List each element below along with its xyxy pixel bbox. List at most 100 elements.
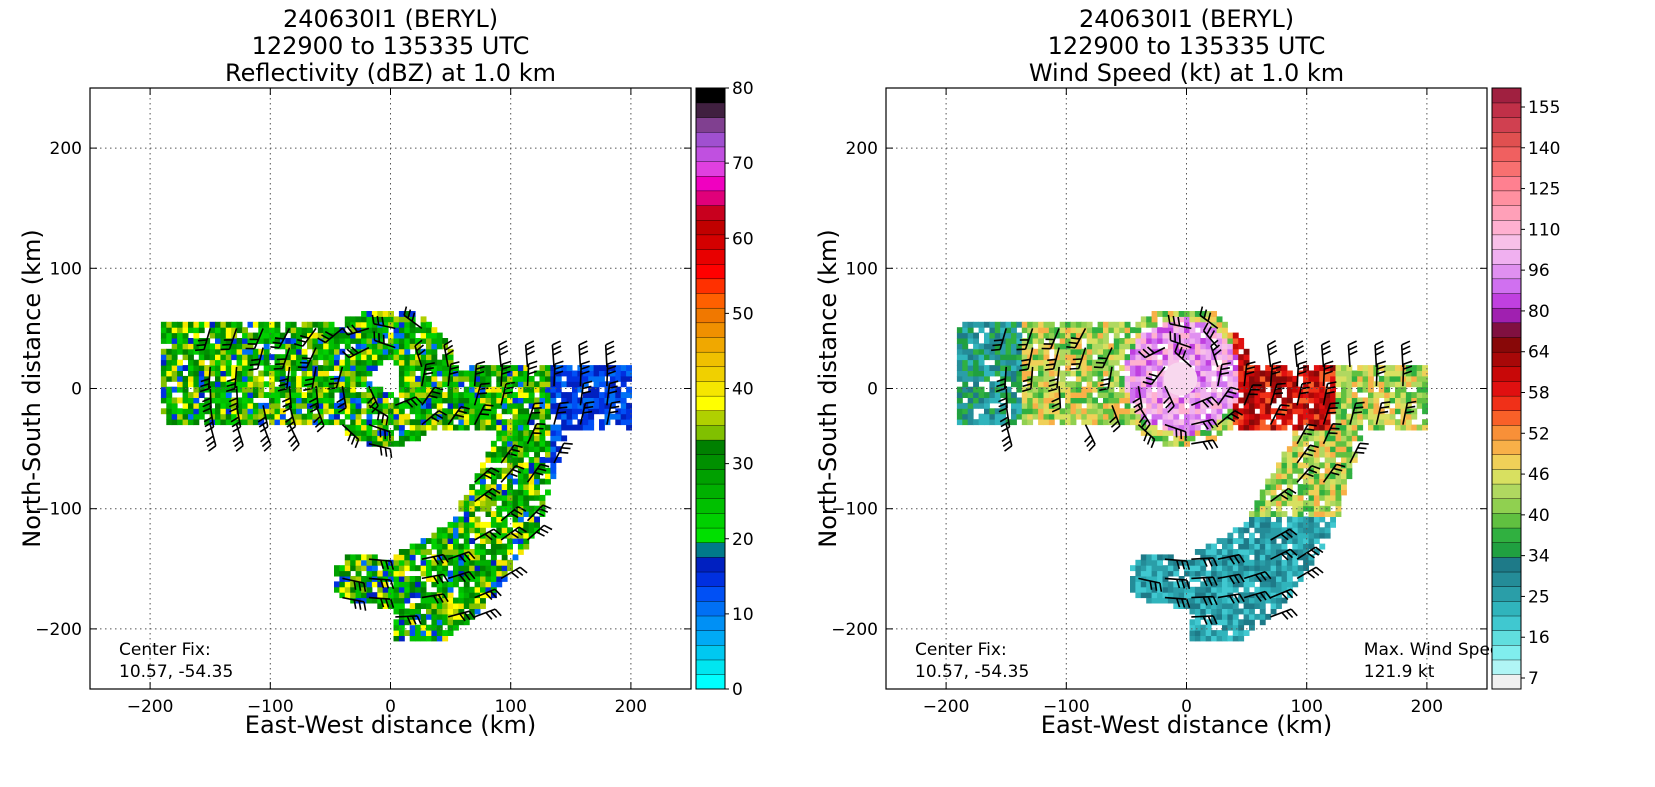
radar-cell — [1173, 354, 1180, 361]
radar-cell — [1265, 538, 1272, 544]
radar-cell — [1308, 392, 1315, 398]
radar-cell — [247, 381, 254, 388]
radar-cell — [1254, 402, 1261, 409]
radar-cell — [1032, 408, 1039, 415]
radar-cell — [507, 462, 513, 469]
radar-cell — [1205, 435, 1212, 442]
radar-cell — [1378, 381, 1385, 388]
radar-cell — [1157, 327, 1163, 334]
radar-cell — [1324, 424, 1331, 431]
radar-cell — [188, 370, 194, 377]
radar-cell — [1130, 586, 1136, 593]
radar-cell — [626, 402, 632, 409]
radar-cell — [626, 370, 632, 377]
radar-cell — [599, 408, 605, 415]
radar-cell — [215, 397, 221, 404]
radar-cell — [1211, 348, 1217, 355]
radar-cell — [1043, 375, 1050, 382]
radar-cell — [1124, 338, 1131, 344]
radar-cell — [1146, 559, 1153, 566]
radar-cell — [1281, 532, 1288, 539]
radar-cell — [160, 359, 167, 366]
radar-cell — [350, 408, 357, 415]
radar-cell — [1027, 408, 1034, 415]
radar-cell — [1222, 381, 1228, 388]
radar-cell — [1140, 397, 1147, 404]
colorbar-tick-label: 0 — [732, 680, 743, 700]
radar-cell — [956, 413, 963, 420]
radar-cell — [1130, 413, 1136, 420]
radar-cell — [463, 565, 470, 572]
radar-cell — [962, 375, 969, 382]
radar-cell — [626, 386, 632, 393]
radar-cell — [1189, 565, 1196, 572]
radar-cell — [1378, 386, 1385, 393]
radar-cell — [1368, 375, 1374, 382]
radar-cell — [1162, 386, 1169, 393]
radar-cell — [285, 381, 292, 388]
radar-cell — [1313, 457, 1320, 463]
radar-cell — [490, 397, 497, 404]
radar-cell — [490, 489, 497, 496]
radar-cell — [480, 375, 486, 382]
radar-cell — [1405, 370, 1412, 377]
radar-cell — [1043, 365, 1050, 371]
radar-cell — [1000, 370, 1007, 377]
radar-cell — [501, 576, 508, 582]
radar-cell — [1108, 413, 1115, 420]
radar-cell — [1211, 592, 1217, 599]
radar-cell — [344, 554, 351, 561]
radar-cell — [1194, 381, 1201, 388]
radar-cell — [1270, 527, 1277, 534]
radar-cell — [436, 613, 443, 620]
radar-cell — [1232, 365, 1239, 371]
radar-cell — [398, 635, 405, 642]
x-tick-label: −200 — [127, 697, 174, 717]
radar-cell — [1341, 473, 1347, 480]
radar-cell — [1227, 343, 1234, 350]
radar-cell — [1130, 581, 1136, 588]
radar-cell — [474, 386, 481, 393]
radar-cell — [355, 332, 362, 339]
radar-cell — [193, 381, 200, 388]
radar-cell — [490, 484, 497, 490]
radar-cell — [507, 424, 513, 431]
radar-cell — [978, 321, 985, 328]
radar-cell — [1297, 408, 1304, 415]
radar-cell — [490, 370, 497, 377]
radar-cell — [377, 316, 384, 323]
radar-cell — [1297, 538, 1304, 544]
radar-cell — [160, 365, 167, 371]
radar-cell — [426, 592, 432, 599]
radar-cell — [1043, 359, 1050, 366]
radar-cell — [1254, 597, 1261, 604]
wind-barb — [1164, 423, 1187, 441]
radar-cell — [431, 402, 438, 409]
colorbar-tick-label: 64 — [1528, 343, 1550, 363]
radar-cell — [1097, 375, 1104, 382]
radar-cell — [1211, 392, 1217, 398]
radar-cell — [1276, 554, 1282, 561]
radar-cell — [177, 343, 183, 350]
radar-cell — [1097, 321, 1104, 328]
radar-cell — [269, 397, 275, 404]
radar-cell — [1097, 348, 1104, 355]
radar-cell — [973, 332, 979, 339]
radar-cell — [350, 424, 357, 431]
wind-barb — [473, 404, 494, 425]
eye — [1163, 362, 1198, 396]
radar-cell — [366, 586, 373, 593]
radar-cell — [474, 521, 481, 528]
radar-cell — [566, 424, 573, 431]
radar-cell — [334, 586, 340, 593]
radar-cell — [371, 592, 378, 599]
radar-cell — [599, 375, 605, 382]
x-axis: −200 −100 0 100 200 — [923, 88, 1443, 717]
radar-cell — [204, 370, 211, 377]
radar-cell — [404, 386, 411, 393]
radar-cell — [312, 386, 319, 393]
radar-cell — [512, 430, 519, 436]
radar-cell — [317, 375, 324, 382]
radar-cell — [1411, 370, 1418, 377]
radar-cell — [566, 413, 573, 420]
